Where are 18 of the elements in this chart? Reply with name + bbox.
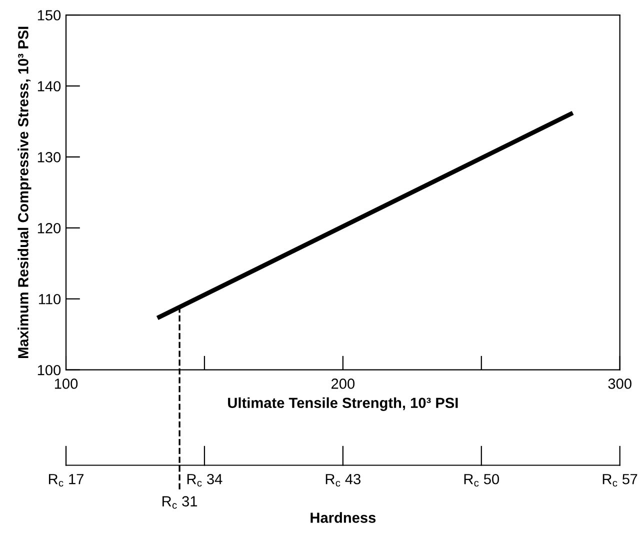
category-label: R$_{c}$ 17: [48, 474, 84, 487]
y-tick-label: 150: [38, 10, 61, 20]
y-axis-title: Maximum Residual Compressive Stress, 10³ PSI: [18, 26, 32, 358]
ref-line-label: R$_{c}$ 31: [162, 496, 198, 509]
x-tick-label: 100: [54, 378, 78, 389]
x-tick-label: 200: [332, 378, 355, 389]
category-label: R$_{c}$ 57: [602, 474, 638, 487]
y-tick-label: 140: [38, 81, 61, 92]
x-axis-title: Ultimate Tensile Strength, 10³ PSI: [228, 397, 458, 411]
y-tick-label: 110: [39, 294, 61, 304]
y-tick-label: 130: [38, 152, 61, 162]
x-tick-label: 300: [608, 378, 632, 389]
category-label: R$_{c}$ 43: [326, 474, 360, 487]
text: Hardness: [310, 512, 376, 523]
category-label: R$_{c}$ 34: [187, 474, 222, 487]
y-tick-label: 100: [38, 364, 61, 376]
category-label: R$_{c}$ 50: [464, 474, 500, 487]
y-tick-label: 120: [38, 223, 61, 234]
